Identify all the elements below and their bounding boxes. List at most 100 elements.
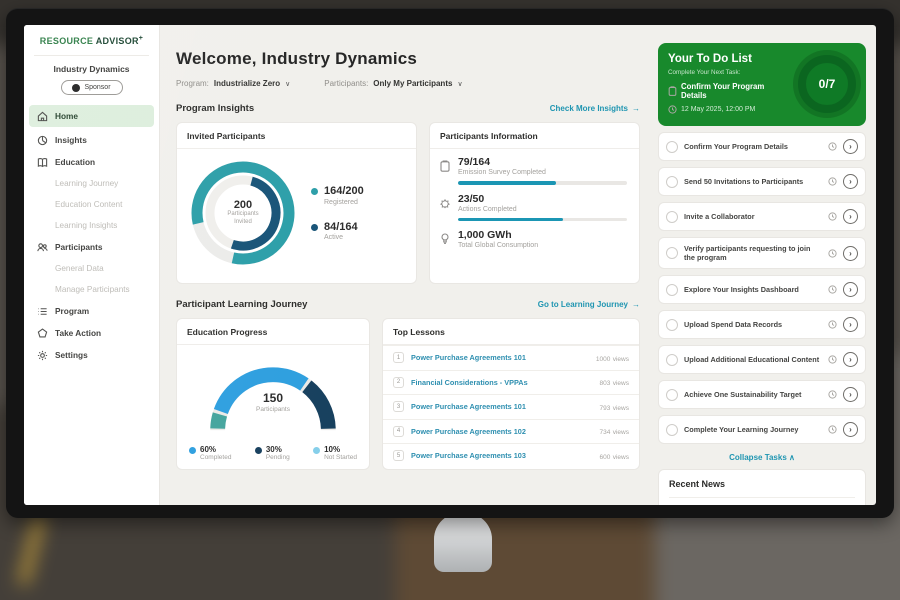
sidebar-item-label: Take Action [55, 328, 102, 338]
page-title: Welcome, Industry Dynamics [176, 49, 418, 68]
sidebar-item-manage-participants[interactable]: Manage Participants [55, 285, 130, 294]
todo-title: Your To Do List [668, 53, 752, 65]
chevron-right-button[interactable]: › [843, 352, 858, 368]
rank-badge: 3 [393, 401, 404, 413]
chevron-right-button[interactable]: › [843, 317, 858, 333]
gear-icon [37, 350, 48, 361]
divider [34, 55, 149, 56]
clipboard-icon [440, 156, 451, 185]
book-icon [37, 157, 48, 168]
sidebar-item-learning-insights[interactable]: Learning Insights [55, 221, 118, 230]
sidebar-item-label: Education [55, 157, 96, 167]
task-checkbox[interactable] [666, 140, 678, 153]
recent-news-card: Recent News [658, 469, 866, 505]
clock-icon [828, 285, 837, 294]
logo-primary: RESOURCE [39, 36, 94, 46]
metric-consumption: 1,000 GWh Total Global Consumption [440, 229, 627, 250]
insights-icon [37, 135, 48, 146]
check-more-insights-link[interactable]: Check More Insights → [549, 104, 640, 113]
lesson-row[interactable]: 1 Power Purchase Agreements 101 1000 vie… [383, 345, 639, 370]
task-row[interactable]: Complete Your Learning Journey › [658, 415, 866, 445]
legend-dot [311, 188, 318, 196]
arrow-right-icon: → [632, 300, 640, 309]
chevron-right-button[interactable]: › [843, 139, 858, 154]
task-row[interactable]: Invite a Collaborator › [658, 202, 866, 231]
task-row[interactable]: Confirm Your Program Details › [658, 132, 866, 161]
progress-bar [457, 217, 627, 221]
task-row[interactable]: Send 50 Invitations to Participants › [658, 167, 866, 196]
program-filter[interactable]: Program: Industrialize Zero ∨ [176, 79, 291, 88]
todo-column: Your To Do List Complete Your Next Task:… [652, 25, 876, 505]
metric-emission-survey: 79/164 Emission Survey Completed [440, 156, 627, 185]
card-title: Top Lessons [383, 319, 639, 345]
metric-actions: 23/50 Actions Completed [439, 193, 627, 221]
rank-badge: 4 [393, 425, 404, 437]
sidebar-item-education[interactable]: Education [24, 151, 159, 173]
task-row[interactable]: Verify participants requesting to join t… [658, 237, 866, 270]
education-gauge-chart: 150 Participants [198, 353, 348, 437]
sidebar-item-take-action[interactable]: Take Action [24, 322, 159, 344]
card-title: Invited Participants [177, 123, 416, 149]
task-checkbox[interactable] [666, 318, 678, 331]
sponsor-badge[interactable]: Sponsor [60, 80, 123, 95]
chevron-right-button[interactable]: › [843, 387, 858, 403]
logo-plus: + [138, 35, 144, 42]
clock-icon [828, 390, 837, 399]
clock-icon [828, 142, 837, 151]
chevron-right-button[interactable]: › [843, 245, 858, 261]
legend-dot [189, 447, 196, 454]
sponsor-icon [72, 83, 81, 92]
task-checkbox[interactable] [666, 210, 678, 223]
home-icon [37, 111, 48, 122]
participants-filter[interactable]: Participants: Only My Participants ∨ [324, 79, 463, 88]
shield-icon [37, 327, 48, 339]
task-checkbox[interactable] [666, 388, 678, 401]
task-checkbox[interactable] [666, 247, 678, 260]
program-insights-title: Program Insights [176, 103, 255, 114]
lesson-row[interactable]: 4 Power Purchase Agreements 102 734 view… [383, 418, 639, 444]
task-row[interactable]: Explore Your Insights Dashboard › [658, 275, 866, 305]
card-title: Education Progress [177, 319, 369, 345]
chevron-right-button[interactable]: › [843, 174, 858, 189]
sidebar-item-insights[interactable]: Insights [24, 129, 159, 151]
app-logo: RESOURCE ADVISOR+ [24, 35, 159, 46]
recent-news-title: Recent News [669, 479, 855, 499]
legend-pending: 30% Pending [254, 445, 290, 461]
monitor-bezel: RESOURCE ADVISOR+ Industry Dynamics Spon… [6, 8, 894, 518]
sidebar-item-label: Settings [55, 350, 88, 360]
sidebar-item-label: Insights [55, 135, 87, 145]
lesson-row[interactable]: 2 Financial Considerations - VPPAs 803 v… [383, 369, 639, 395]
org-name: Industry Dynamics [53, 64, 130, 74]
collapse-tasks-link[interactable]: Collapse Tasks ∧ [729, 453, 795, 463]
sidebar-item-program[interactable]: Program [24, 300, 159, 322]
sidebar-item-general-data[interactable]: General Data [55, 264, 104, 273]
sidebar-item-participants[interactable]: Participants [24, 236, 159, 258]
chevron-right-button[interactable]: › [843, 282, 858, 298]
chevron-right-button[interactable]: › [843, 209, 858, 224]
legend-dot [254, 447, 262, 454]
task-row[interactable]: Upload Additional Educational Content › [658, 345, 866, 375]
task-checkbox[interactable] [666, 175, 678, 188]
task-row[interactable]: Achieve One Sustainability Target › [658, 380, 866, 410]
chevron-up-icon: ∧ [789, 453, 795, 463]
sidebar-item-settings[interactable]: Settings [24, 344, 159, 366]
task-checkbox[interactable] [666, 423, 678, 436]
sidebar-item-learning-journey[interactable]: Learning Journey [55, 179, 119, 188]
legend-dot [311, 223, 318, 231]
chevron-right-button[interactable]: › [843, 422, 858, 438]
task-checkbox[interactable] [666, 283, 678, 296]
filters-row: Program: Industrialize Zero ∨ Participan… [176, 79, 640, 88]
go-to-learning-journey-link[interactable]: Go to Learning Journey → [537, 300, 640, 309]
list-icon [37, 306, 48, 317]
clock-icon [828, 249, 837, 258]
todo-next-task[interactable]: Confirm Your Program Details [668, 82, 792, 100]
rank-badge: 5 [393, 450, 404, 462]
lesson-row[interactable]: 3 Power Purchase Agreements 101 793 view… [383, 394, 639, 419]
task-row[interactable]: Upload Spend Data Records › [658, 310, 866, 340]
progress-bar [457, 181, 627, 185]
lesson-row[interactable]: 5 Power Purchase Agreements 103 600 view… [383, 443, 639, 468]
task-checkbox[interactable] [666, 353, 678, 366]
sidebar-item-home[interactable]: Home [29, 105, 154, 127]
sidebar-item-education-content[interactable]: Education Content [55, 200, 123, 209]
